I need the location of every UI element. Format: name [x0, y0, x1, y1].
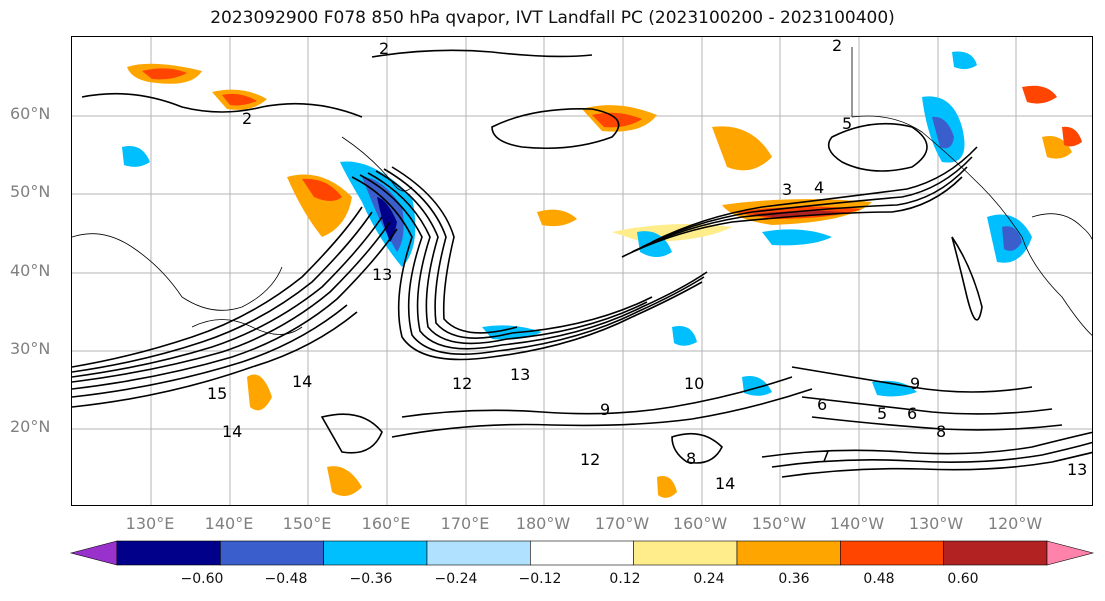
colorbar-extension-low [69, 540, 118, 566]
contour-label: 14 [292, 372, 312, 391]
colorbar-tick: −0.48 [264, 571, 308, 587]
contour-label: 12 [580, 450, 600, 469]
contour-label: 2 [379, 39, 389, 58]
lon-label: 120°W [987, 514, 1043, 533]
contour-label: 6 [817, 395, 827, 414]
lon-label: 140°E [204, 514, 254, 533]
lat-label: 20°N [10, 417, 51, 436]
colorbar-segment [840, 540, 944, 566]
contour-label: 5 [842, 114, 852, 133]
ivt-contours [72, 49, 1092, 478]
lon-label: 130°E [125, 514, 175, 533]
lat-label: 50°N [10, 182, 51, 201]
contour-label: 6 [907, 404, 917, 423]
colorbar-tick: −0.60 [180, 571, 224, 587]
contour-label: 3 [782, 180, 792, 199]
contour-label: 7 [820, 447, 830, 466]
lon-label: 150°W [751, 514, 807, 533]
colorbar-extension-high [1046, 540, 1095, 566]
colorbar-segment [323, 540, 428, 566]
contour-label: 13 [372, 265, 392, 284]
contour-label: 2 [832, 37, 842, 55]
colorbar-tick: 0.24 [693, 571, 725, 587]
lon-label: 150°E [282, 514, 332, 533]
lon-label: 170°E [440, 514, 490, 533]
lat-label: 30°N [10, 339, 51, 358]
colorbar [69, 540, 1095, 566]
lat-label: 60°N [10, 104, 51, 123]
map-canvas: 2 2 2 3 4 5 13 12 13 15 14 14 10 9 8 6 7… [72, 37, 1092, 505]
colorbar-segment [736, 540, 841, 566]
lon-label: 160°W [672, 514, 728, 533]
colorbar-tick: 0.60 [947, 571, 979, 587]
contour-labels: 2 2 2 3 4 5 13 12 13 15 14 14 10 9 8 6 7… [207, 37, 1087, 493]
colorbar-segment [220, 540, 324, 566]
contour-label: 9 [600, 400, 610, 419]
lon-label: 140°W [829, 514, 885, 533]
lon-label: 160°E [361, 514, 411, 533]
contour-label: 13 [1067, 460, 1087, 479]
lon-label: 130°W [908, 514, 964, 533]
contour-label: 8 [686, 449, 696, 468]
contour-label: 15 [207, 384, 227, 403]
coastlines [72, 47, 1092, 336]
colorbar-segment [116, 540, 221, 566]
colorbar-tick: 0.36 [778, 571, 810, 587]
contour-label: 2 [242, 109, 252, 128]
contour-label: 4 [814, 178, 824, 197]
colorbar-tick: 0.12 [609, 571, 641, 587]
colorbar-tick: −0.12 [518, 571, 562, 587]
colorbar-segment [633, 540, 738, 566]
colorbar-tick: −0.24 [434, 571, 478, 587]
colorbar-tick: 0.48 [863, 571, 895, 587]
lon-label: 170°W [594, 514, 650, 533]
figure-title: 2023092900 F078 850 hPa qvapor, IVT Land… [210, 8, 895, 28]
contour-label: 14 [222, 422, 242, 441]
contour-label: 14 [715, 474, 735, 493]
contour-label: 9 [910, 374, 920, 393]
colorbar-segment [530, 540, 634, 566]
contour-label: 12 [452, 374, 472, 393]
map-panel: 2 2 2 3 4 5 13 12 13 15 14 14 10 9 8 6 7… [71, 36, 1093, 506]
lon-label: 180°W [515, 514, 571, 533]
colorbar-tick: −0.36 [349, 571, 393, 587]
contour-label: 10 [684, 374, 704, 393]
lat-label: 40°N [10, 261, 51, 280]
colorbar-segment [426, 540, 531, 566]
contour-label: 5 [877, 404, 887, 423]
contour-label: 13 [510, 365, 530, 384]
contour-label: 8 [936, 422, 946, 441]
colorbar-segment [943, 540, 1048, 566]
